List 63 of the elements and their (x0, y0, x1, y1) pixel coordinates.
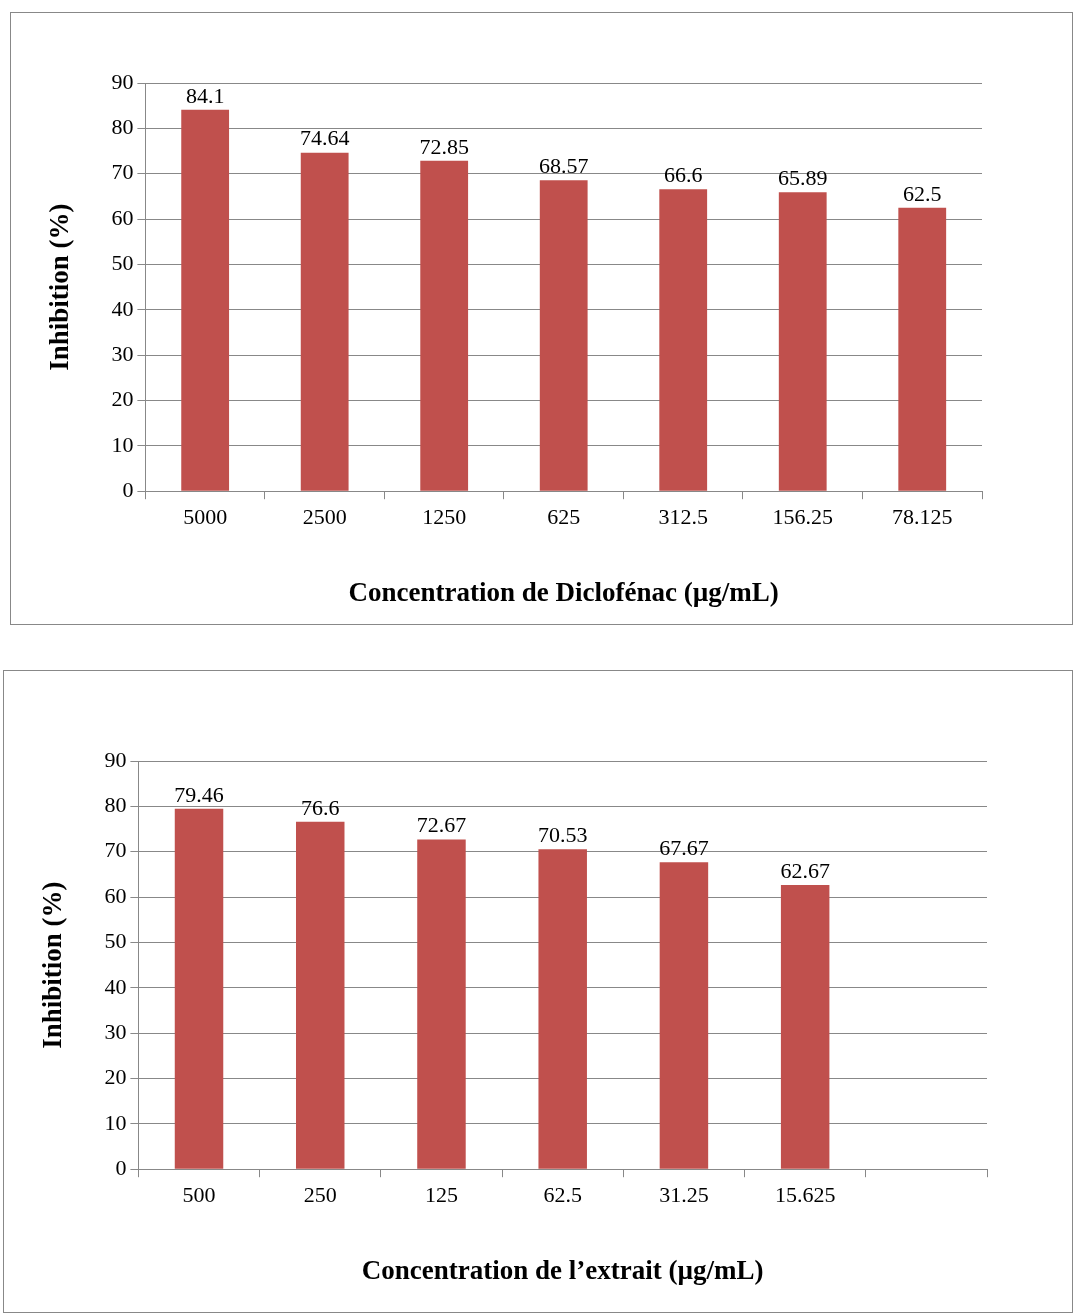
y-tick-label: 10 (104, 1109, 127, 1135)
bar (300, 152, 349, 491)
data-label: 74.64 (299, 125, 350, 151)
y-tick-label: 50 (111, 250, 134, 276)
x-tick-label: 31.25 (659, 1182, 709, 1208)
y-tick-label: 30 (104, 1018, 127, 1044)
data-label: 84.1 (185, 82, 225, 108)
y-tick-label: 0 (115, 1154, 127, 1180)
y-tick-label: 90 (111, 68, 134, 94)
data-label: 65.89 (777, 165, 828, 191)
x-tick-label: 500 (182, 1182, 216, 1208)
bar (174, 808, 224, 1169)
x-tick-label: 625 (547, 504, 581, 530)
y-axis-title: Inhibition (%) (37, 881, 68, 1049)
data-label: 62.67 (780, 857, 830, 883)
x-tick-label: 125 (424, 1182, 458, 1208)
y-axis-title: Inhibition (%) (44, 203, 75, 371)
bar (538, 849, 587, 1169)
bar (420, 160, 469, 491)
data-label: 76.6 (300, 794, 340, 820)
data-label: 70.53 (537, 822, 588, 848)
y-tick-label: 60 (104, 882, 127, 908)
bar (659, 862, 709, 1169)
y-tick-label: 80 (104, 792, 127, 818)
x-tick-label: 15.625 (774, 1182, 836, 1208)
x-tick-label: 78.125 (891, 504, 953, 530)
y-tick-label: 20 (104, 1064, 127, 1090)
bar (659, 189, 708, 491)
y-tick-label: 70 (104, 837, 127, 863)
bar (778, 192, 827, 491)
bar (417, 839, 466, 1169)
x-tick-label: 1250 (422, 504, 467, 530)
x-axis-title: Concentration de l’extrait (µg/mL) (361, 1254, 764, 1285)
bar (898, 207, 947, 491)
y-tick-label: 60 (111, 204, 134, 230)
y-tick-label: 80 (111, 114, 134, 140)
x-tick-label: 2500 (302, 504, 347, 530)
data-label: 68.57 (538, 152, 589, 178)
y-tick-label: 50 (104, 928, 127, 954)
bar (539, 180, 588, 491)
x-tick-label: 5000 (183, 504, 228, 530)
bar (296, 821, 345, 1169)
x-tick-label: 156.25 (772, 504, 833, 530)
data-label: 79.46 (174, 781, 224, 807)
data-label: 72.67 (416, 812, 467, 838)
data-label: 62.5 (902, 180, 942, 206)
x-tick-label: 312.5 (658, 504, 708, 530)
y-tick-label: 70 (111, 159, 134, 185)
x-tick-label: 62.5 (543, 1182, 582, 1208)
y-tick-label: 40 (104, 973, 127, 999)
y-tick-label: 40 (111, 295, 134, 321)
data-label: 67.67 (659, 835, 709, 861)
y-tick-label: 0 (122, 476, 134, 502)
y-tick-label: 90 (104, 746, 127, 772)
y-tick-label: 30 (111, 340, 134, 366)
y-tick-label: 10 (111, 431, 134, 457)
data-label: 66.6 (663, 161, 703, 187)
y-tick-label: 20 (111, 386, 134, 412)
bar (780, 884, 830, 1169)
x-tick-label: 250 (303, 1182, 337, 1208)
data-label: 72.85 (419, 133, 469, 159)
x-axis-title: Concentration de Diclofénac (µg/mL) (348, 576, 779, 607)
bar (181, 109, 230, 491)
